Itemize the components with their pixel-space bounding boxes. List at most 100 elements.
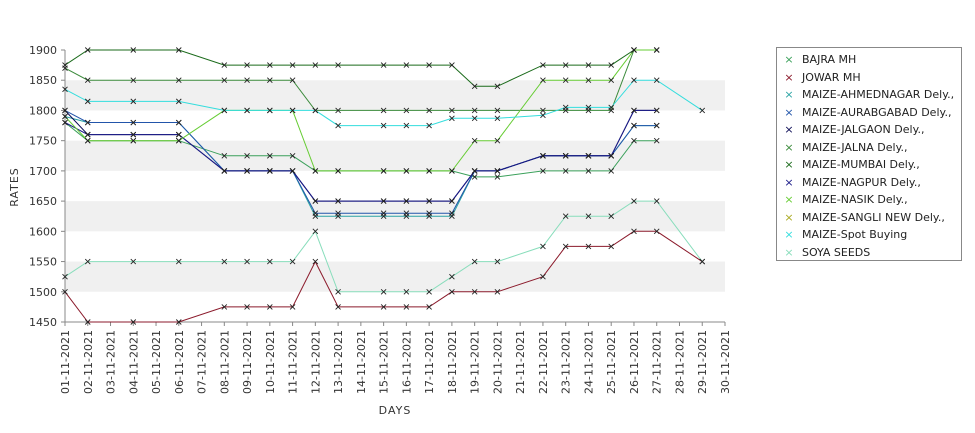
data-point [426, 198, 432, 204]
data-point [653, 137, 660, 144]
x-tick-label: 13-11-2021 [332, 330, 345, 394]
data-point [221, 62, 228, 68]
x-tick-label: 25-11-2021 [605, 330, 618, 394]
data-point [175, 98, 182, 105]
x-tick-label: 17-11-2021 [423, 330, 436, 394]
data-point [494, 137, 501, 144]
data-point [631, 107, 637, 114]
data-point [426, 168, 432, 174]
data-point [84, 47, 91, 53]
data-point [244, 304, 250, 310]
data-point [175, 131, 182, 138]
legend-label: BAJRA MH [802, 53, 857, 66]
data-point [494, 288, 501, 295]
x-tick-label: 05-11-2021 [150, 330, 163, 394]
data-point [653, 228, 660, 235]
data-point [62, 119, 68, 126]
data-point [540, 112, 546, 119]
data-point [494, 258, 501, 265]
data-point [426, 62, 432, 68]
data-point [562, 77, 569, 84]
legend-item: × MAIZE-NAGPUR Dely., [777, 174, 961, 191]
legend-label: MAIZE-NASIK Dely., [802, 193, 908, 206]
data-point [471, 288, 478, 295]
x-tick-label: 02-11-2021 [82, 330, 95, 394]
data-point [699, 258, 706, 265]
data-point [62, 113, 68, 120]
x-tick-label: 14-11-2021 [355, 330, 368, 394]
data-point [540, 62, 546, 68]
data-point [653, 122, 660, 129]
data-point [312, 258, 319, 265]
data-point [312, 210, 319, 217]
x-axis-label: DAYS [379, 404, 412, 417]
data-point [335, 122, 341, 129]
y-tick-label: 1500 [29, 286, 57, 299]
data-point [130, 77, 137, 84]
data-point [585, 104, 592, 111]
data-point [130, 258, 137, 265]
data-point [267, 107, 273, 114]
data-point [471, 174, 478, 180]
data-point [175, 319, 182, 325]
x-tick-label: 07-11-2021 [196, 330, 209, 394]
grid-band [65, 140, 725, 171]
data-point [335, 210, 341, 217]
data-point [631, 47, 637, 53]
legend-marker-icon: × [784, 245, 794, 259]
data-point [449, 168, 455, 174]
legend-item: × MAIZE-JALGAON Dely., [777, 121, 961, 138]
data-point [221, 168, 228, 174]
x-tick-label: 19-11-2021 [469, 330, 482, 394]
data-point [562, 152, 569, 159]
data-point [403, 107, 410, 114]
legend-item: × MAIZE-Spot Buying [777, 226, 961, 243]
data-point [335, 304, 341, 310]
data-point [540, 168, 546, 174]
data-point [471, 168, 478, 174]
data-point [130, 119, 137, 126]
data-point [631, 198, 637, 204]
data-point [494, 168, 501, 174]
legend-label: MAIZE-NAGPUR Dely., [802, 175, 921, 189]
x-tick-label: 12-11-2021 [309, 330, 322, 394]
data-point [631, 122, 637, 129]
data-point [699, 107, 706, 114]
y-tick-label: 1750 [29, 135, 57, 148]
data-point [62, 288, 68, 295]
legend-item: × MAIZE-SANGLI NEW Dely., [777, 209, 961, 226]
data-point [84, 258, 91, 265]
data-point [175, 258, 182, 265]
data-point [562, 213, 569, 220]
data-point [221, 152, 228, 159]
x-tick-label: 28-11-2021 [673, 330, 686, 394]
data-point [494, 83, 501, 90]
x-tick-label: 11-11-2021 [287, 330, 300, 394]
data-point [631, 77, 637, 84]
data-point [267, 304, 273, 310]
data-point [426, 107, 432, 114]
data-point [403, 168, 410, 174]
data-point [471, 137, 478, 144]
data-point [130, 319, 137, 325]
legend-label: MAIZE-JALNA Dely., [802, 140, 908, 154]
data-point [62, 107, 68, 114]
y-tick-label: 1550 [29, 256, 57, 269]
legend-label: SOYA SEEDS [802, 245, 871, 259]
data-point [289, 168, 296, 174]
grid-band [65, 261, 725, 292]
data-point [540, 107, 546, 114]
data-point [289, 62, 296, 68]
y-tick-label: 1850 [29, 74, 57, 87]
data-point [403, 62, 410, 68]
x-tick-label: 20-11-2021 [491, 330, 504, 394]
legend-label: MAIZE-Spot Buying [802, 228, 908, 241]
data-point [335, 288, 341, 295]
grid-bands [65, 80, 725, 292]
data-point [585, 168, 592, 174]
data-point [494, 107, 501, 114]
data-point [312, 198, 319, 204]
data-point [471, 83, 478, 90]
x-tick-label: 23-11-2021 [560, 330, 573, 394]
